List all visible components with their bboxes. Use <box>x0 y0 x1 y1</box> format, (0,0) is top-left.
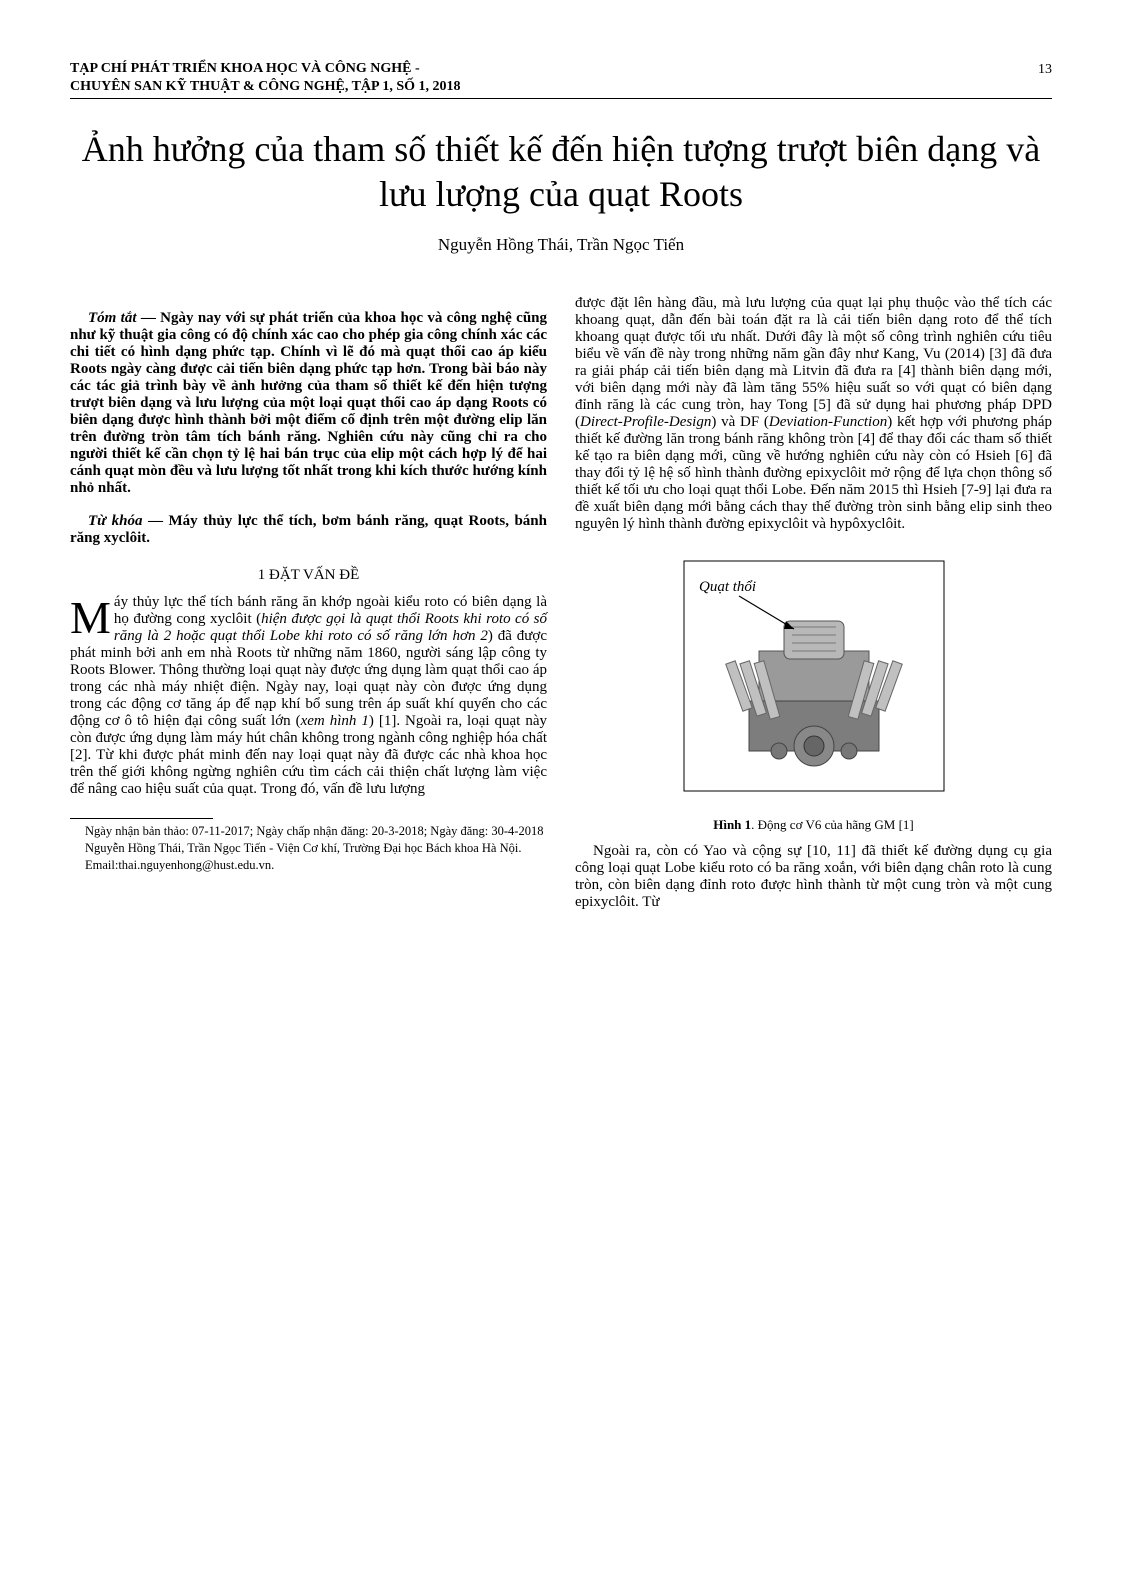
figure-1-inside-label: Quạt thổi <box>699 579 756 595</box>
engine-v6-illustration: Quạt thổi <box>664 551 964 811</box>
intro-italic-2: xem hình 1 <box>301 713 369 729</box>
col2-p1-c: ) kết hợp với phương pháp thiết kế đường… <box>575 414 1052 532</box>
journal-line-1: TẠP CHÍ PHÁT TRIỂN KHOA HỌC VÀ CÔNG NGHỆ… <box>70 60 461 78</box>
footnote-separator <box>70 818 213 819</box>
footnote-email: Email:thai.nguyenhong@hust.edu.vn. <box>70 857 547 874</box>
abstract-label: Tóm tắt <box>88 310 137 326</box>
footnote-affiliation: Nguyễn Hồng Thái, Trần Ngọc Tiến - Viện … <box>70 840 547 857</box>
abstract-text: Ngày nay với sự phát triển của khoa học … <box>70 310 547 496</box>
section-1-heading: 1 ĐẶT VẤN ĐỀ <box>70 567 547 584</box>
figure-1: Quạt thổi Hình 1. Động cơ V6 của hãng GM… <box>575 551 1052 833</box>
intro-paragraph: Máy thủy lực thể tích bánh răng ăn khớp … <box>70 594 547 798</box>
authors: Nguyễn Hồng Thái, Trần Ngọc Tiến <box>70 235 1052 255</box>
page-number: 13 <box>1038 60 1052 78</box>
keywords-label: Từ khóa <box>88 513 142 529</box>
col2-p1-a: được đặt lên hàng đầu, mà lưu lượng của … <box>575 295 1052 430</box>
col2-ital-dpd: Direct-Profile-Design <box>580 414 711 430</box>
journal-line-2: CHUYÊN SAN KỸ THUẬT & CÔNG NGHỆ, TẬP 1, … <box>70 78 461 96</box>
abstract-dash: — <box>137 310 161 326</box>
running-header: TẠP CHÍ PHÁT TRIỂN KHOA HỌC VÀ CÔNG NGHỆ… <box>70 60 1052 99</box>
abstract: Tóm tắt — Ngày nay với sự phát triển của… <box>70 310 547 497</box>
journal-title-block: TẠP CHÍ PHÁT TRIỂN KHOA HỌC VÀ CÔNG NGHỆ… <box>70 60 461 96</box>
article-title: Ảnh hưởng của tham số thiết kế đến hiện … <box>70 127 1052 217</box>
figure-1-caption-text: . Động cơ V6 của hãng GM [1] <box>751 817 914 832</box>
footnote-dates: Ngày nhận bản thảo: 07-11-2017; Ngày chấ… <box>70 823 547 840</box>
figure-1-caption: Hình 1. Động cơ V6 của hãng GM [1] <box>575 817 1052 833</box>
keywords-dash: — <box>142 513 168 529</box>
col2-p1-b: ) và DF ( <box>711 414 769 430</box>
tail-paragraph: Ngoài ra, còn có Yao và cộng sự [10, 11]… <box>575 843 1052 911</box>
keywords: Từ khóa — Máy thủy lực thể tích, bơm bán… <box>70 513 547 547</box>
two-column-body: Tóm tắt — Ngày nay với sự phát triển của… <box>70 295 1052 911</box>
col2-ital-df: Deviation-Function <box>769 414 887 430</box>
col2-paragraph-1: được đặt lên hàng đầu, mà lưu lượng của … <box>575 295 1052 533</box>
figure-1-caption-label: Hình 1 <box>713 817 751 832</box>
